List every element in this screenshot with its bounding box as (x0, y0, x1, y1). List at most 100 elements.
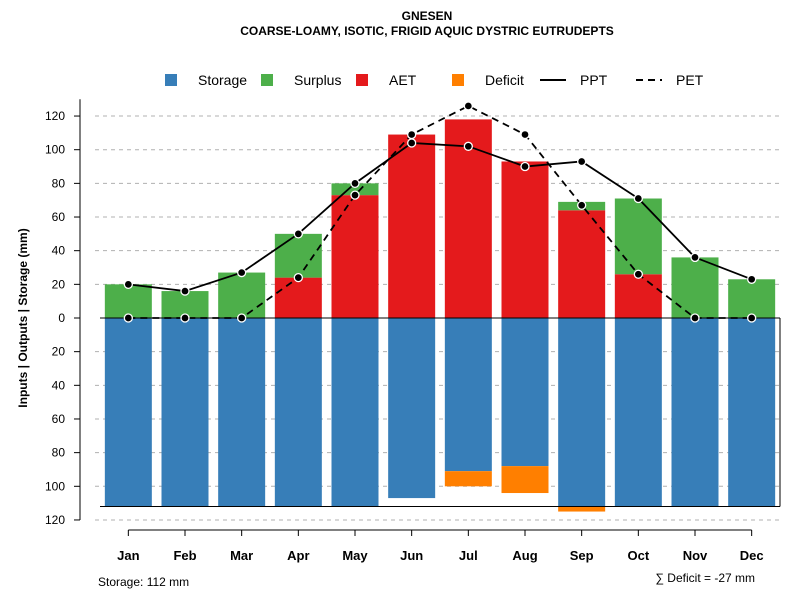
legend-swatch (452, 74, 464, 86)
y-tick-label: 80 (52, 446, 66, 460)
surplus-bar (614, 198, 662, 275)
gridlines (95, 115, 780, 521)
pet-line-point (690, 313, 700, 323)
surplus-bar (728, 279, 776, 318)
pet-line-point (577, 200, 587, 210)
surplus-bar (218, 272, 266, 318)
x-tick-label: Dec (740, 548, 764, 563)
y-tick-label: 20 (52, 345, 66, 359)
ppt-line-point (350, 178, 360, 189)
legend-label: AET (389, 72, 417, 88)
bars (104, 119, 776, 512)
legend-label: PPT (580, 72, 608, 88)
y-tick-label: 20 (52, 277, 66, 291)
surplus-bar (274, 233, 322, 278)
pet-line-point (407, 129, 417, 140)
pet-line-point (747, 313, 757, 323)
aet-bar (501, 161, 549, 318)
deficit-bar (558, 506, 606, 512)
storage-bar (728, 318, 776, 507)
surplus-bar (331, 183, 379, 196)
pet-line-point (463, 101, 473, 111)
y-tick-label: 80 (52, 176, 66, 190)
pet-line-point (237, 313, 247, 323)
ppt-line-point (407, 138, 417, 148)
x-tick-label: Apr (287, 548, 309, 563)
aet-bar (558, 210, 606, 318)
legend-swatch (261, 74, 273, 86)
x-tick-label: Feb (173, 548, 196, 563)
ppt-line-point (520, 161, 530, 172)
storage-bar (444, 318, 492, 472)
deficit-bar (444, 471, 492, 487)
legend: Storage Surplus AET Deficit PPT PET (165, 72, 704, 88)
storage-bar (104, 318, 152, 507)
x-tick-label: Nov (683, 548, 708, 563)
aet-bar (331, 195, 379, 318)
y-tick-label: 40 (52, 378, 66, 392)
storage-bar (671, 318, 719, 507)
y-axis: 120 100 80 60 40 20 0 20 40 60 80 100 120 (45, 99, 81, 527)
ppt-line-point (577, 156, 587, 167)
ppt-line-point (690, 252, 700, 263)
pet-line (128, 104, 752, 319)
storage-bar (218, 318, 266, 507)
ppt-line-point (463, 141, 473, 151)
lines (123, 101, 757, 323)
surplus-bar (671, 257, 719, 318)
ppt-line-point (293, 229, 303, 239)
pet-line-point (633, 269, 643, 279)
ppt-line-point (237, 267, 247, 278)
storage-bar (274, 318, 322, 507)
ppt-line-point (747, 274, 757, 284)
x-tick-label: May (342, 548, 368, 563)
x-tick-label: Mar (230, 548, 253, 563)
aet-bar (274, 277, 322, 318)
y-tick-label: 120 (45, 109, 65, 123)
y-tick-label: 0 (58, 311, 65, 325)
x-tick-label: Jun (400, 548, 423, 563)
deficit-bar (501, 466, 549, 494)
x-tick-label: Oct (627, 548, 649, 563)
pet-line-point (123, 313, 133, 323)
legend-swatch (165, 74, 177, 86)
legend-label: PET (676, 72, 704, 88)
y-axis-label: Inputs | Outputs | Storage (mm) (16, 228, 30, 407)
storage-bar (388, 318, 436, 499)
x-tick-label: Jan (117, 548, 139, 563)
aet-bar (388, 134, 436, 318)
storage-bar (558, 318, 606, 507)
y-tick-label: 100 (45, 143, 65, 157)
deficit-note: ∑ Deficit = -27 mm (655, 571, 755, 585)
ppt-line-point (123, 279, 133, 289)
storage-bar (331, 318, 379, 507)
storage-bar (161, 318, 209, 507)
y-tick-label: 120 (45, 513, 65, 527)
ppt-line (128, 142, 752, 292)
legend-label: Storage (198, 72, 247, 88)
pet-line-point (520, 129, 530, 140)
chart-subtitle: COARSE-LOAMY, ISOTIC, FRIGID AQUIC DYSTR… (240, 24, 614, 38)
surplus-bar (104, 284, 152, 318)
pet-line-point (293, 272, 303, 283)
pet-line-point (180, 313, 190, 323)
y-tick-label: 100 (45, 479, 65, 493)
legend-swatch (356, 74, 368, 86)
chart-title: GNESEN (402, 9, 453, 23)
legend-label: Surplus (294, 72, 341, 88)
y-tick-label: 60 (52, 210, 66, 224)
storage-bar (501, 318, 549, 467)
aet-bar (614, 274, 662, 318)
y-tick-label: 60 (52, 412, 66, 426)
ppt-line-point (633, 193, 643, 204)
pet-line-point (350, 190, 360, 200)
x-axis: Jan Feb Mar Apr May Jun Jul Aug Sep Oct Nov Dec (117, 529, 764, 563)
storage-bar (614, 318, 662, 507)
x-tick-label: Sep (570, 548, 594, 563)
storage-note: Storage: 112 mm (98, 575, 189, 589)
ppt-line-point (180, 286, 190, 296)
x-tick-label: Jul (459, 548, 478, 563)
legend-label: Deficit (485, 72, 524, 88)
